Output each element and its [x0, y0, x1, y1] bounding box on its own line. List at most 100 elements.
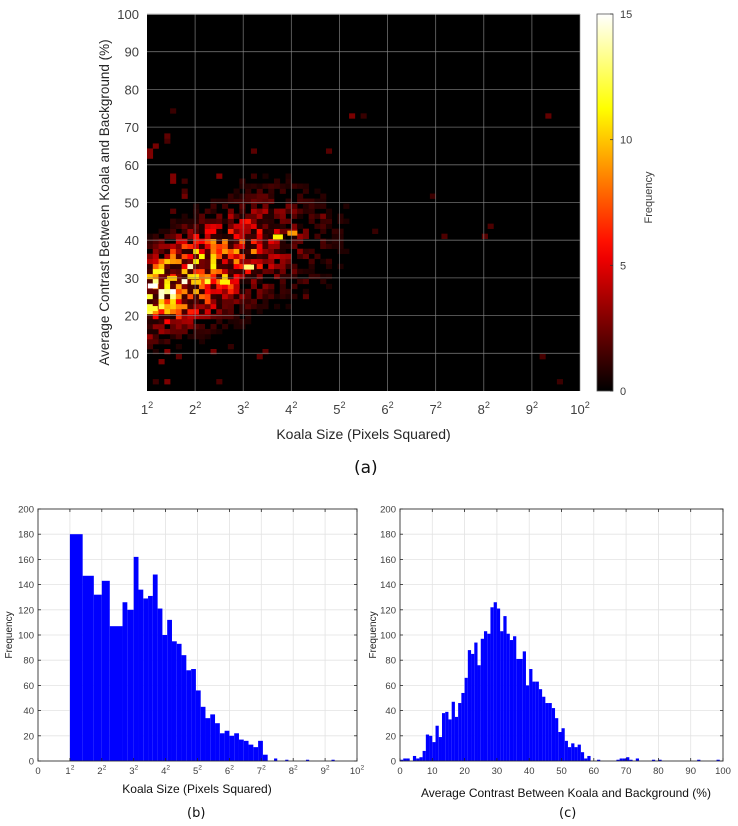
histogram-bar: [458, 703, 462, 761]
y-tick-label: 40: [385, 706, 396, 717]
histogram-bar: [167, 619, 172, 761]
histogram-bar: [285, 759, 289, 761]
x-tick-label: 72: [257, 765, 266, 777]
x-tick-label: 10: [427, 766, 438, 777]
histogram-bar: [224, 730, 230, 761]
y-tick-label: 70: [125, 120, 139, 135]
size-histogram-chart: 0 12 22 32 42 52 62 72 82 92 102 0 20 40 60 80 100 120 140…: [4, 505, 364, 797]
y-tick-label: 140: [380, 580, 396, 591]
histogram-bar: [262, 754, 268, 761]
histogram-bar: [454, 716, 459, 761]
y-tick-label: 120: [18, 605, 34, 616]
histogram-bar: [406, 758, 410, 761]
y-tick-label: 80: [385, 656, 396, 667]
x-tick-label: 22: [97, 765, 106, 777]
y-tick-label: 40: [125, 233, 139, 248]
histogram-bar: [571, 743, 575, 761]
histogram-bar: [561, 728, 565, 761]
histogram-bar: [127, 609, 134, 761]
x-tick-label: 62: [225, 765, 234, 777]
histogram-bar: [558, 732, 562, 761]
heatmap-hotspot: [167, 275, 178, 281]
histogram-bar: [181, 655, 187, 761]
histogram-bar: [435, 725, 439, 761]
histogram-bar: [551, 708, 556, 761]
histogram-bar: [248, 744, 254, 761]
histogram-bar: [432, 742, 436, 761]
colorbar: 0 5 10 15 Frequency: [596, 9, 655, 398]
y-tick-label: 30: [125, 271, 139, 286]
x-tick-label: 72: [430, 400, 442, 417]
x-tick-label: 60: [589, 766, 600, 777]
histogram-bar: [513, 636, 517, 761]
histogram-bar: [122, 602, 128, 761]
x-tick-label: 12: [65, 765, 74, 777]
x-axis-label: Koala Size (Pixels Squared): [276, 426, 450, 442]
histogram-bar: [461, 692, 465, 761]
histogram-bar: [626, 757, 630, 761]
heatmap-hotspot: [147, 283, 158, 289]
histogram-bar: [716, 759, 720, 761]
y-axis-label: Frequency: [369, 611, 379, 658]
x-tick-label: 90: [685, 766, 696, 777]
x-tick-label: 22: [189, 400, 201, 417]
histogram-bar: [171, 641, 177, 761]
histogram-bar: [597, 759, 601, 761]
histogram-bar: [464, 677, 468, 761]
histogram-bar: [496, 608, 501, 761]
histogram-bars: [69, 534, 335, 761]
histogram-bar: [616, 759, 620, 761]
y-tick-label: 60: [23, 681, 34, 692]
x-tick-label: 42: [161, 765, 170, 777]
colorbar-label: Frequency: [643, 171, 655, 223]
x-tick-label: 30: [492, 766, 503, 777]
histogram-bar: [574, 747, 578, 761]
histogram-bar: [429, 735, 433, 761]
histogram-bar: [529, 669, 533, 761]
histogram-bar: [622, 758, 627, 761]
histogram-bar: [564, 740, 568, 761]
histogram-bar: [200, 706, 206, 761]
x-tick-label: 52: [193, 765, 202, 777]
histogram-bar: [412, 755, 417, 761]
histogram-bar: [509, 640, 514, 761]
contrast-histogram-chart: 0 10 20 30 40 50 60 70 80 90 100 0 20 40 60 80 100 120 140…: [369, 505, 731, 801]
histogram-bar: [519, 658, 523, 761]
histogram-bar: [109, 626, 123, 761]
heatmap-hotspot: [244, 264, 255, 270]
histogram-bar: [195, 690, 201, 761]
histogram-bar: [522, 651, 526, 761]
y-tick-label: 60: [125, 158, 139, 173]
histogram-bar: [483, 631, 488, 761]
panel-b-caption: (b): [187, 806, 206, 821]
x-tick-label: 102: [350, 765, 365, 777]
y-tick-label: 60: [385, 681, 396, 692]
y-tick-label: 100: [380, 631, 396, 642]
x-tick-label: 82: [289, 765, 298, 777]
histogram-bar: [176, 643, 182, 761]
histogram-bar: [538, 689, 543, 761]
histogram-bar: [243, 740, 249, 761]
histogram-bar: [274, 758, 278, 761]
histogram-bar: [555, 718, 559, 761]
y-tick-label: 50: [125, 196, 139, 211]
histogram-bar: [419, 757, 423, 761]
axes: 0 12 22 32 42 52 62 72 82 92 102 0 20 40 60 80 100 120 140…: [4, 505, 364, 797]
panel-a-caption: (a): [354, 458, 378, 478]
x-tick-label: 82: [478, 400, 490, 417]
histogram-bar: [205, 718, 211, 761]
histogram-bar: [82, 575, 94, 761]
histogram-bar: [234, 733, 239, 761]
histogram-bar: [577, 744, 581, 761]
x-tick-label: 62: [381, 400, 393, 417]
heatmap-hotspot: [219, 279, 230, 285]
histogram-bar: [587, 755, 591, 761]
x-tick-label: 0: [397, 766, 402, 777]
histogram-bar: [480, 638, 484, 761]
heatmap-hotspot: [287, 230, 298, 236]
histogram-bar: [467, 650, 472, 761]
x-tick-label: 42: [285, 400, 297, 417]
histogram-bar: [186, 670, 192, 761]
x-tick-label: 100: [715, 766, 731, 777]
heatmap-hotspot: [272, 234, 283, 240]
